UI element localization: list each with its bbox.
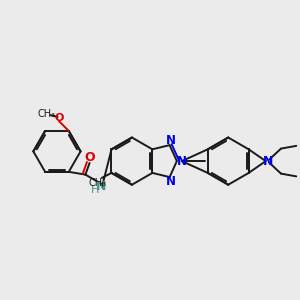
Text: N: N [96,180,106,193]
Text: O: O [54,113,64,123]
Text: N: N [263,154,273,168]
Text: O: O [85,151,95,164]
Text: H: H [91,185,99,195]
Text: CH₃: CH₃ [38,109,56,119]
Text: N: N [166,134,176,148]
Text: N: N [177,154,187,168]
Text: N: N [166,175,176,188]
Text: CH₃: CH₃ [88,178,107,188]
